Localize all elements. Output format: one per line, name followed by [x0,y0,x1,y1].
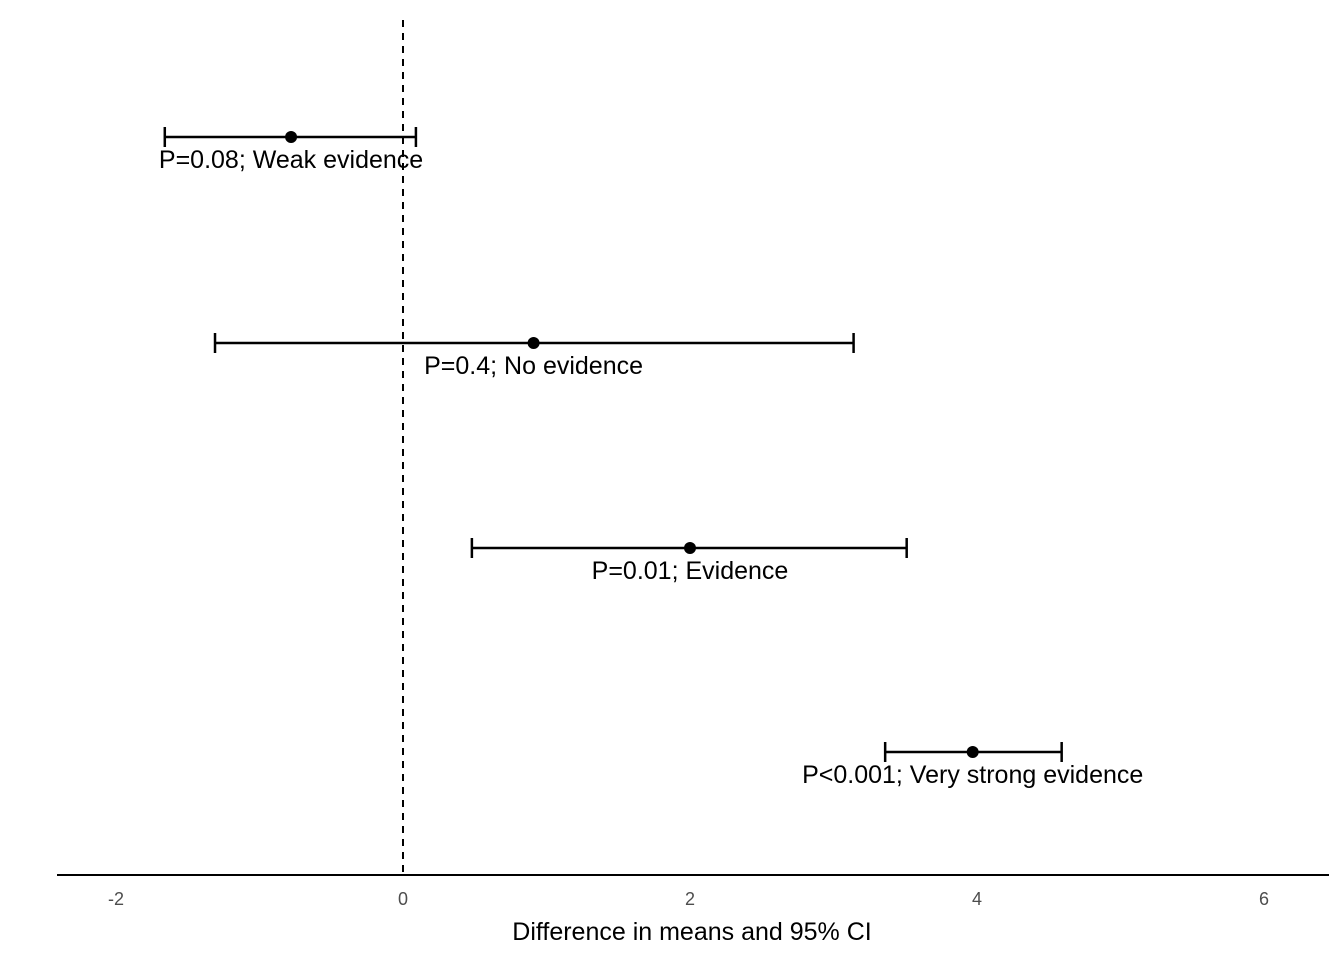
p-value-label: P<0.001; Very strong evidence [802,761,1143,789]
p-value-label: P=0.08; Weak evidence [159,146,423,174]
estimate-point [527,337,540,349]
estimate-point [285,131,298,143]
estimate-row: P=0.08; Weak evidence [159,127,423,174]
estimate-point [684,542,696,554]
estimate-point [966,746,979,758]
estimate-row: P<0.001; Very strong evidence [802,742,1143,789]
x-tick-label: 0 [398,889,408,909]
x-axis-label: Difference in means and 95% CI [512,918,871,946]
p-value-label: P=0.01; Evidence [592,557,789,585]
p-value-label: P=0.4; No evidence [424,352,643,380]
estimate-row: P=0.01; Evidence [470,538,908,585]
x-tick-label: 2 [685,889,695,909]
estimate-row: P=0.4; No evidence [213,333,855,380]
x-tick-label: 4 [972,889,982,909]
x-tick-label: 6 [1259,889,1269,909]
x-tick-label: -2 [108,889,124,909]
